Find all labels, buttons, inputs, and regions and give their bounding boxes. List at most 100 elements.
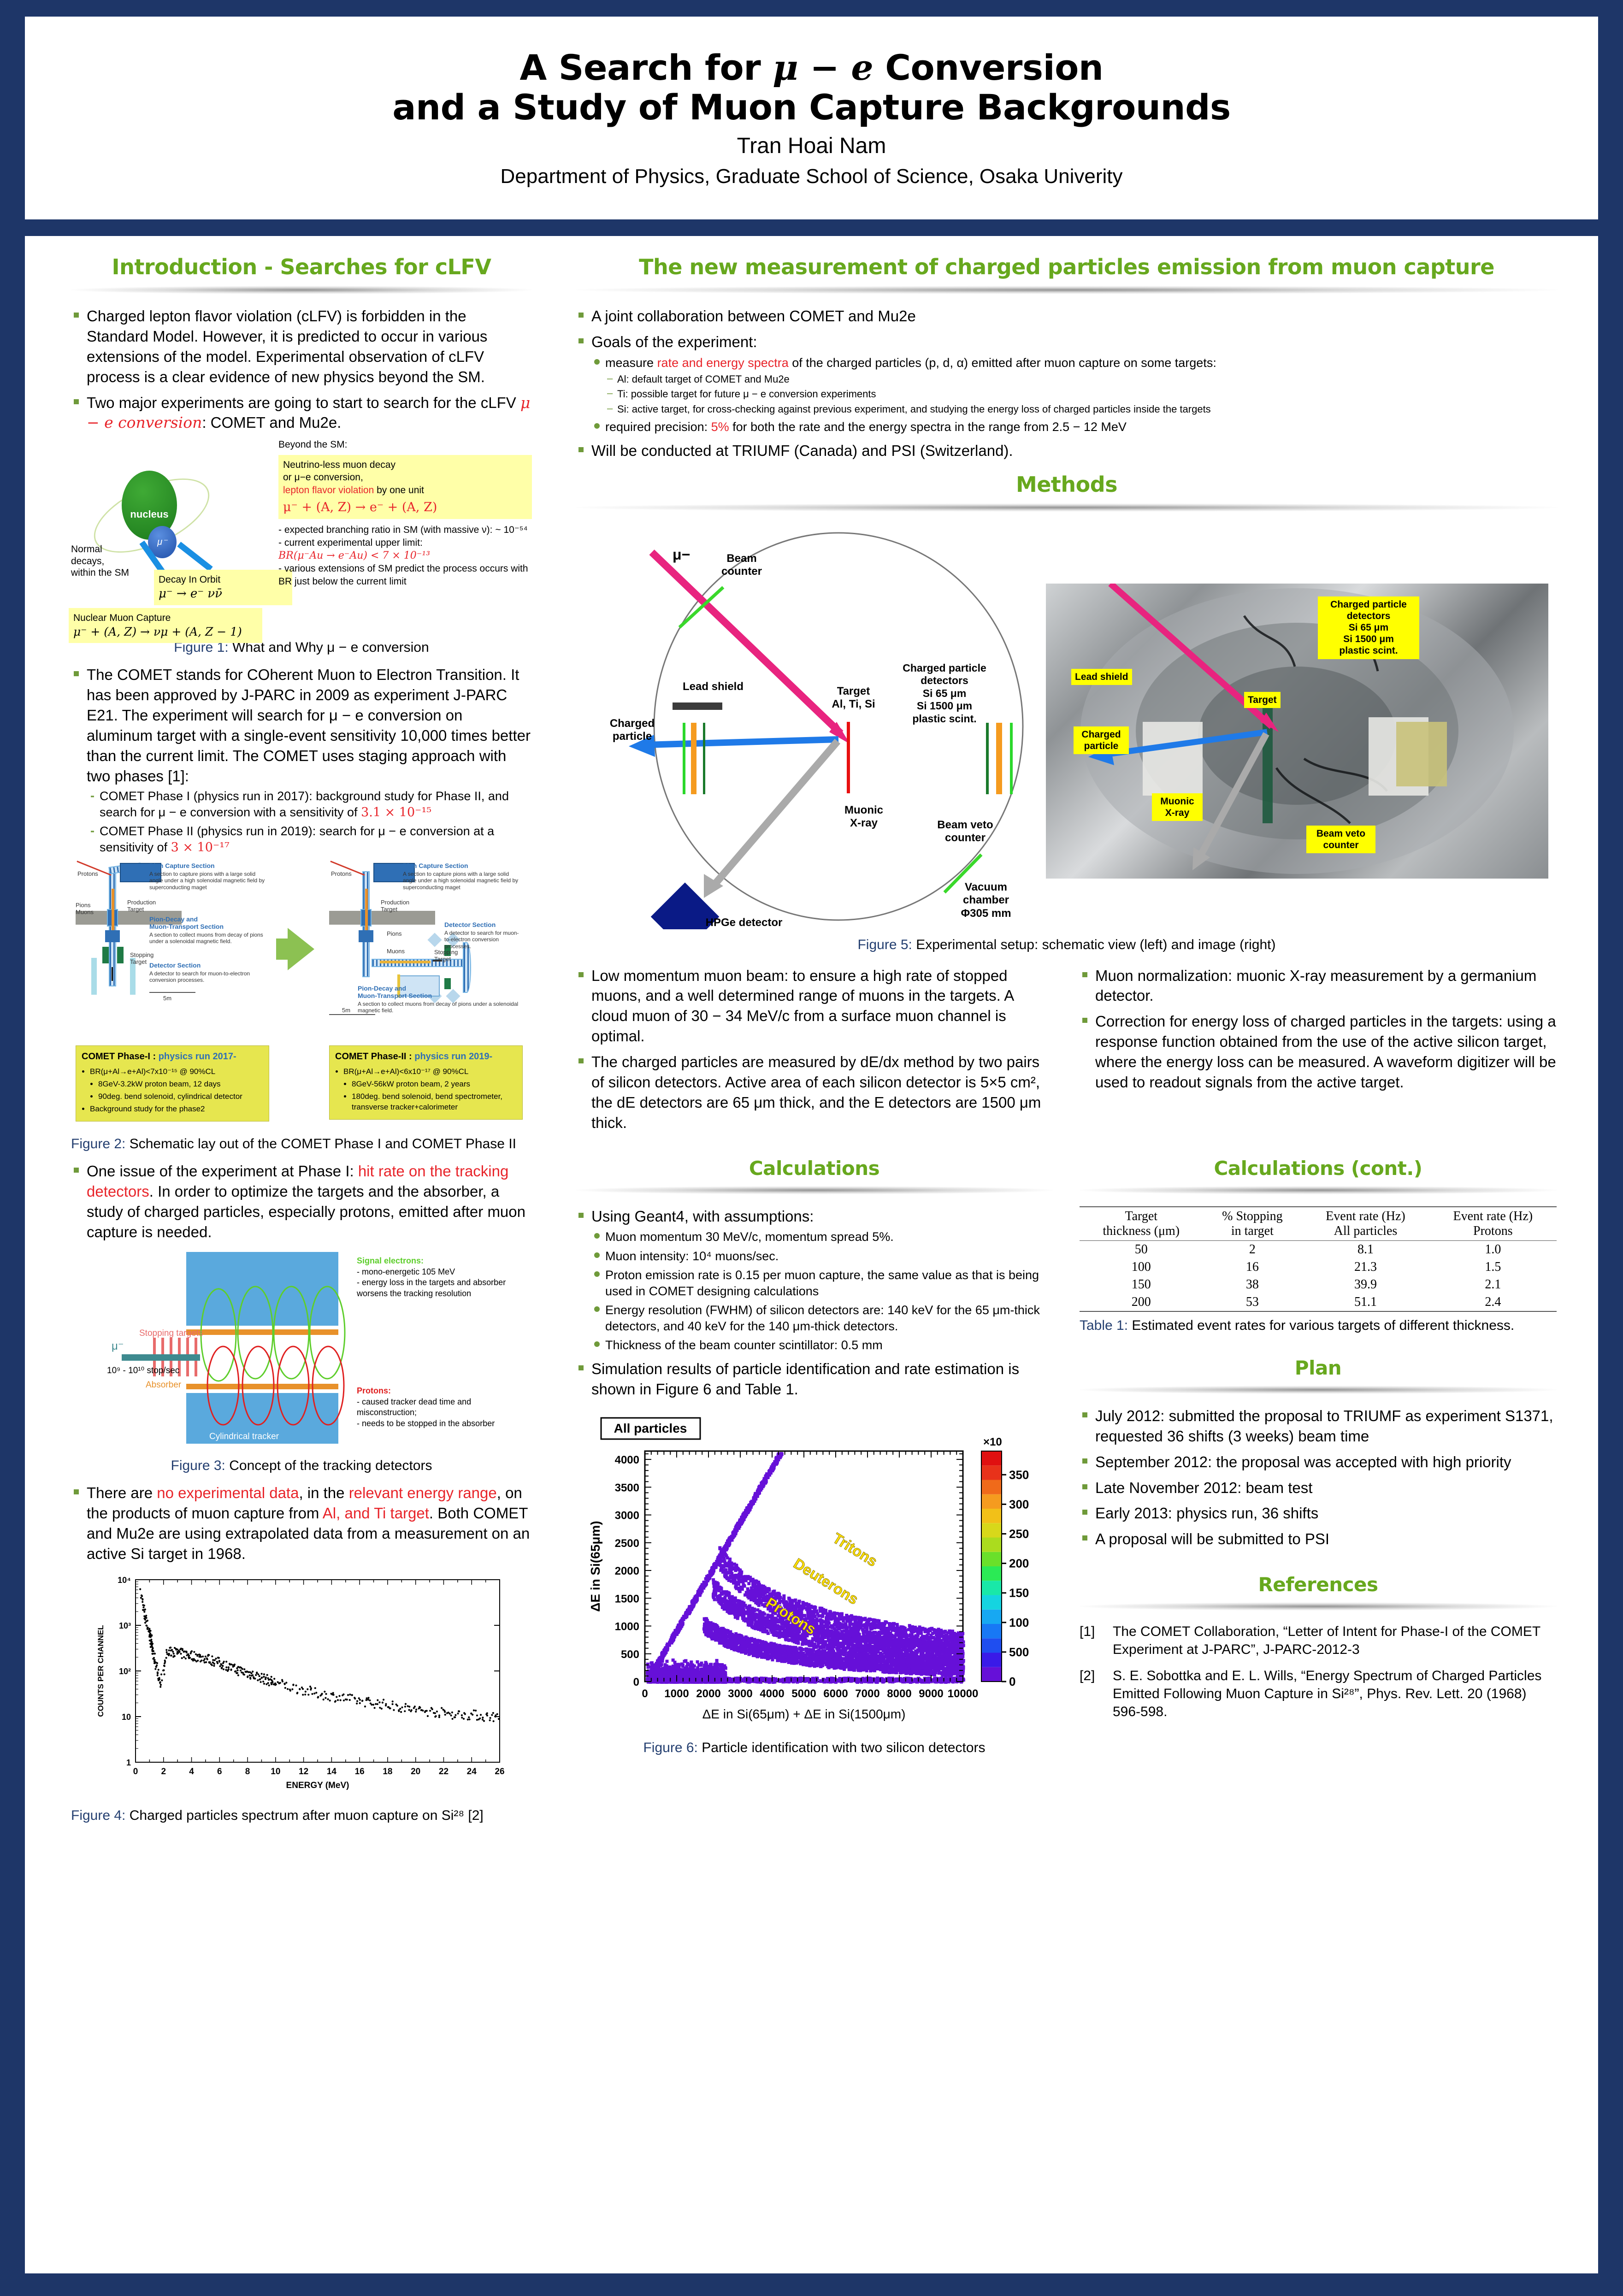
figure-4-caption: Figure 4: Charged particles spectrum aft… <box>71 1806 532 1824</box>
list-item: Correction for energy loss of charged pa… <box>1080 1011 1557 1092</box>
absorber-bar-top <box>186 1329 338 1335</box>
phase1-sensitivity: 3.1 × 10⁻¹⁵ <box>361 805 432 820</box>
calculations-column: Calculations Using Geant4, with assumpti… <box>576 1157 1053 1765</box>
list-item: Goals of the experiment: measure rate an… <box>576 332 1558 435</box>
list-item: Using Geant4, with assumptions: Muon mom… <box>576 1206 1053 1354</box>
page-title: A Search for μ − e Conversion and a Stud… <box>392 47 1231 126</box>
figure-4-caption-label: Figure 4: <box>71 1807 126 1823</box>
list-item: A joint collaboration between COMET and … <box>576 306 1558 326</box>
bsm-line-1: Neutrino-less muon decay <box>283 459 395 470</box>
list-item: Simulation results of particle identific… <box>576 1359 1053 1399</box>
plan-list: July 2012: submitted the proposal to TRI… <box>1080 1406 1557 1549</box>
figure-3-caption: Figure 3: Concept of the tracking detect… <box>71 1457 532 1475</box>
references-list: [1] The COMET Collaboration, “Letter of I… <box>1080 1623 1557 1721</box>
pion-capture-body: A section to capture pions with a large … <box>149 870 265 891</box>
svg-text:4: 4 <box>189 1767 194 1777</box>
heading-divider <box>576 286 1558 294</box>
bsm-title: Beyond the SM: <box>278 439 348 450</box>
figure-2-caption: Figure 2: Schematic lay out of the COMET… <box>71 1135 532 1153</box>
goal1-pre: measure <box>605 355 657 370</box>
svg-text:20: 20 <box>411 1767 420 1777</box>
absorber-label: Absorber <box>146 1380 182 1390</box>
goal1-post: of the charged particles (p, d, α) emitt… <box>788 355 1216 370</box>
list-item: COMET Phase II (physics run in 2019): se… <box>87 823 532 856</box>
methods-right-list: Muon normalization: muonic X-ray measure… <box>1080 966 1557 1092</box>
figure-4-chart: 0 2 4 6 8 10 12 14 16 18 20 22 24 26 1 10 10² 10³ 10⁴ COUNT… <box>85 1570 518 1800</box>
lead-shield-label: Lead shield <box>682 680 744 693</box>
table-1-caption-label: Table 1: <box>1080 1317 1128 1333</box>
table-row: 100 16 21.3 1.5 <box>1080 1258 1557 1276</box>
nmc-equation: μ⁻ + (A, Z) → νμ + (A, Z − 1) <box>73 625 242 638</box>
cell: 200 <box>1131 1294 1151 1309</box>
goal2-precision: 5% <box>711 419 729 434</box>
pion-capture-body-2: A section to capture pions with a large … <box>403 870 519 891</box>
figure-6-caption: Figure 6: Particle identification with t… <box>576 1739 1053 1757</box>
cell: 8.1 <box>1357 1242 1374 1257</box>
cell: 150 <box>1131 1277 1151 1292</box>
list-item: July 2012: submitted the proposal to TRI… <box>1080 1406 1557 1446</box>
figure-1-caption-text: What and Why μ − e conversion <box>228 640 429 655</box>
poster-header: A Search for μ − e Conversion and a Stud… <box>25 17 1598 219</box>
goals-label: Goals of the experiment: <box>591 333 757 350</box>
figure-5-caption: Figure 5: Experimental setup: schematic … <box>576 936 1558 954</box>
cell: 1.5 <box>1485 1259 1501 1274</box>
list-item: A proposal will be submitted to PSI <box>1080 1529 1557 1549</box>
bsm-note-1: - expected branching ratio in SM (with m… <box>278 524 528 535</box>
phase2-box-list: BR(μ+Al→e+Al)<6x10⁻¹⁷ @ 90%CL 8GeV-56kW … <box>335 1067 517 1113</box>
list-item: There are no experimental data, in the r… <box>71 1483 532 1564</box>
list-item: Thickness of the beam counter scintillat… <box>591 1337 1053 1353</box>
heading-divider <box>576 1186 1053 1194</box>
photo-badge-detectors: Charged particle detectors Si 65 μm Si 1… <box>1318 596 1419 659</box>
svg-text:0: 0 <box>133 1767 138 1777</box>
left-column: Introduction - Searches for cLFV Charged… <box>69 254 532 1833</box>
signal-electrons-title: Signal electrons: <box>357 1256 424 1266</box>
goal1-highlight: rate and energy spectra <box>657 355 789 370</box>
svg-text:1: 1 <box>126 1758 131 1767</box>
list-item: Muon normalization: muonic X-ray measure… <box>1080 966 1557 1006</box>
list-item: One issue of the experiment at Phase I: … <box>71 1161 532 1242</box>
svg-text:10²: 10² <box>119 1667 131 1676</box>
signal-electrons-note: Signal electrons: - mono-energetic 105 M… <box>357 1256 523 1299</box>
section-heading-methods: Methods <box>1015 472 1118 497</box>
figure-4-caption-text: Charged particles spectrum after muon ca… <box>125 1807 484 1823</box>
geant4-label: Using Geant4, with assumptions: <box>591 1207 814 1225</box>
tracker-block-top <box>186 1252 338 1326</box>
list-item: The charged particles are measured by dE… <box>576 1052 1053 1133</box>
svg-text:8: 8 <box>245 1767 250 1777</box>
svg-text:18: 18 <box>383 1767 392 1777</box>
phase2-sensitivity: 3 × 10⁻¹⁷ <box>171 840 230 855</box>
comet-phase-list: COMET Phase I (physics run in 2017): bac… <box>87 787 532 856</box>
muon-symbol-label: μ⁻ <box>112 1340 124 1353</box>
svg-text:2: 2 <box>161 1767 166 1777</box>
table-head: Target thickness (μm) % Stopping in target… <box>1080 1206 1557 1241</box>
methods-col-right: Muon normalization: muonic X-ray measure… <box>1080 966 1557 1139</box>
svg-text:16: 16 <box>355 1767 365 1777</box>
col-header-rate-protons: Event rate (Hz) Protons <box>1453 1209 1533 1238</box>
photo-badge-muonic-xray: Muonic X-ray <box>1152 793 1203 821</box>
noexp-p1: There are <box>87 1484 157 1502</box>
nucleus-shape: nucleus <box>122 471 177 540</box>
figure-2-caption-label: Figure 2: <box>71 1136 126 1151</box>
heading-divider <box>71 286 532 294</box>
phase1-box-title-black: COMET Phase-I : <box>82 1051 159 1062</box>
figure-5-caption-label: Figure 5: <box>857 937 912 952</box>
figure-6-caption-label: Figure 6: <box>643 1740 698 1755</box>
figure1-right-column: Beyond the SM: Neutrino-less muon decay … <box>278 438 532 588</box>
figure-3-caption-text: Concept of the tracking detectors <box>225 1458 432 1474</box>
noexp-bullet-list: There are no experimental data, in the r… <box>71 1483 532 1564</box>
reference-text: The COMET Collaboration, “Letter of Inte… <box>1113 1624 1540 1658</box>
list-item: BR(μ+Al→e+Al)<7x10⁻¹⁵ @ 90%CL <box>90 1067 263 1077</box>
list-item: Charged lepton flavor violation (cLFV) i… <box>71 306 532 387</box>
phase1-box-title: COMET Phase-I : physics run 2017- <box>82 1051 263 1063</box>
schematic-svg <box>629 532 1024 951</box>
transition-arrow-tail <box>276 938 291 960</box>
cell: 50 <box>1134 1242 1148 1257</box>
section-heading-plan: Plan <box>1294 1356 1342 1379</box>
heading-divider <box>1080 1602 1557 1611</box>
cell: 2.1 <box>1485 1277 1501 1292</box>
issue-bullet-list: One issue of the experiment at Phase I: … <box>71 1161 532 1242</box>
beam-veto-counter-label: Beam veto counter <box>937 818 993 844</box>
methods-left-list: Low momentum muon beam: to ensure a high… <box>576 966 1053 1133</box>
title-symbol: μ − e <box>773 47 873 89</box>
bsm-upper-limit-equation: BR(μ⁻Au → e⁻Au) < 7 × 10⁻¹³ <box>278 550 431 562</box>
